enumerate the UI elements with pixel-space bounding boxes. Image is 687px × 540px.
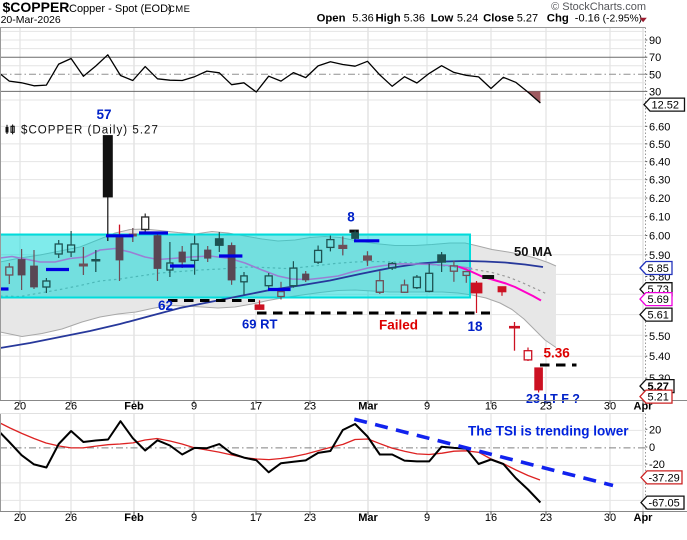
svg-text:30: 30 [604, 401, 616, 413]
svg-text:6.40: 6.40 [649, 157, 670, 169]
svg-text:57: 57 [96, 107, 111, 122]
svg-text:Chg: Chg [547, 12, 569, 24]
svg-text:5.85: 5.85 [648, 263, 669, 275]
svg-text:62: 62 [158, 298, 173, 313]
svg-text:50 MA: 50 MA [514, 244, 553, 259]
svg-text:5.27: 5.27 [517, 12, 538, 24]
svg-text:26: 26 [65, 512, 77, 524]
svg-text:16: 16 [485, 401, 497, 413]
svg-text:23: 23 [304, 401, 316, 413]
svg-text:50: 50 [649, 69, 661, 81]
svg-text:6.10: 6.10 [649, 212, 670, 224]
svg-text:6.60: 6.60 [649, 121, 670, 133]
svg-text:(-2.95%): (-2.95%) [603, 13, 642, 24]
svg-text:9: 9 [424, 401, 430, 413]
svg-text:5.24: 5.24 [457, 12, 478, 24]
svg-text:CME: CME [168, 4, 190, 15]
svg-text:70: 70 [649, 52, 661, 64]
svg-text:20-Mar-2026: 20-Mar-2026 [1, 14, 61, 26]
svg-text:Open: Open [317, 12, 346, 24]
svg-text:-20: -20 [649, 459, 665, 471]
svg-text:20: 20 [14, 401, 26, 413]
svg-text:5.21: 5.21 [648, 392, 669, 404]
svg-text:20: 20 [14, 512, 26, 524]
svg-text:30: 30 [649, 86, 661, 98]
svg-text:Low: Low [431, 12, 454, 24]
svg-text:5.36: 5.36 [404, 12, 425, 24]
svg-text:$COPPER (Daily) 5.27: $COPPER (Daily) 5.27 [21, 125, 159, 137]
svg-text:23: 23 [540, 401, 552, 413]
svg-text:The TSI is trending lower: The TSI is trending lower [468, 424, 629, 439]
svg-text:$COPPER: $COPPER [3, 0, 70, 15]
svg-text:23: 23 [304, 512, 316, 524]
svg-text:12.52: 12.52 [652, 100, 680, 112]
svg-text:17: 17 [250, 401, 262, 413]
svg-text:6.30: 6.30 [649, 175, 670, 187]
svg-text:23: 23 [540, 512, 552, 524]
svg-text:Feb: Feb [124, 512, 144, 524]
svg-text:5.36: 5.36 [352, 12, 373, 24]
svg-text:Mar: Mar [358, 512, 378, 524]
svg-text:Copper - Spot (EOD): Copper - Spot (EOD) [69, 3, 172, 15]
svg-text:69 RT: 69 RT [242, 317, 277, 332]
svg-text:5.50: 5.50 [649, 331, 670, 343]
svg-text:5.61: 5.61 [648, 310, 669, 322]
svg-text:26: 26 [65, 401, 77, 413]
svg-text:6.50: 6.50 [649, 139, 670, 151]
svg-text:16: 16 [485, 512, 497, 524]
svg-text:5.90: 5.90 [649, 250, 670, 262]
svg-text:8: 8 [347, 210, 355, 225]
svg-text:5.36: 5.36 [544, 346, 571, 361]
svg-text:9: 9 [424, 512, 430, 524]
svg-text:18: 18 [468, 319, 484, 334]
svg-text:20: 20 [649, 424, 661, 436]
svg-text:Feb: Feb [124, 401, 144, 413]
svg-text:Apr: Apr [634, 512, 654, 524]
svg-text:30: 30 [604, 512, 616, 524]
svg-text:5.40: 5.40 [649, 351, 670, 363]
svg-text:90: 90 [649, 35, 661, 47]
svg-text:5.69: 5.69 [648, 294, 669, 306]
svg-text:9: 9 [191, 512, 197, 524]
svg-text:23 LT F ?: 23 LT F ? [526, 392, 580, 406]
svg-text:-67.05: -67.05 [649, 498, 680, 510]
svg-text:-37.29: -37.29 [649, 472, 680, 484]
svg-text:17: 17 [250, 512, 262, 524]
svg-text:0: 0 [649, 442, 655, 454]
svg-text:High: High [376, 12, 401, 24]
svg-text:6.00: 6.00 [649, 231, 670, 243]
svg-text:9: 9 [191, 401, 197, 413]
svg-text:Mar: Mar [358, 401, 378, 413]
svg-text:Failed: Failed [379, 318, 418, 333]
svg-text:6.20: 6.20 [649, 193, 670, 205]
svg-text:-0.16: -0.16 [575, 12, 600, 24]
svg-text:© StockCharts.com: © StockCharts.com [551, 1, 646, 13]
svg-text:Close: Close [483, 12, 514, 24]
